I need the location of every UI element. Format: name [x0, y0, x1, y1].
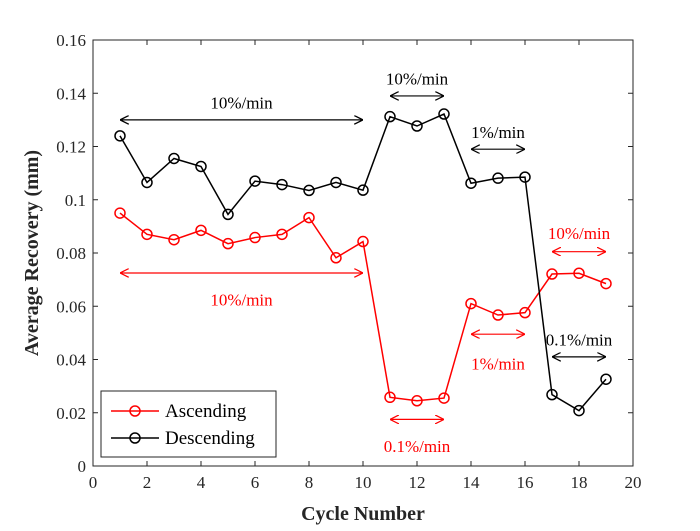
- y-tick-label: 0.14: [56, 84, 86, 103]
- x-axis-title: Cycle Number: [301, 503, 425, 525]
- y-tick-label: 0.04: [56, 351, 86, 370]
- legend-box: [100, 390, 277, 458]
- data-point-ascending: [573, 267, 585, 279]
- data-point-ascending: [438, 392, 450, 404]
- x-tick-label: 2: [143, 473, 152, 492]
- data-point-descending: [357, 184, 369, 196]
- annotations: 10%/min 10%/min 1%/min 0.1%/min 10%/min 0.1%/…: [120, 70, 613, 456]
- x-tick-label: 20: [625, 473, 642, 492]
- series-line-descending: [119, 113, 607, 412]
- data-point-ascending: [411, 395, 423, 407]
- rate-label: 1%/min: [471, 123, 525, 142]
- x-tick-label: 16: [517, 473, 534, 492]
- data-point-ascending: [141, 228, 153, 241]
- rate-label: 1%/min: [471, 354, 525, 373]
- data-point-ascending: [276, 228, 288, 241]
- legend-ascending-marker: [129, 405, 141, 417]
- data-point-descending: [384, 110, 396, 123]
- legend-descending-label: Descending: [165, 428, 255, 449]
- y-tick-label: 0.12: [56, 138, 86, 157]
- data-point-descending: [222, 208, 234, 221]
- data-point-ascending: [330, 252, 342, 264]
- data-point-descending: [465, 177, 477, 189]
- x-tick-label: 0: [89, 473, 98, 492]
- data-point-ascending: [249, 231, 261, 244]
- y-tick-label: 0.02: [56, 404, 86, 423]
- y-axis-title: Average Recovery (mm): [21, 150, 43, 356]
- y-tick-label: 0.06: [56, 297, 86, 316]
- legend: Ascending Descending: [100, 390, 277, 458]
- x-tick-label: 6: [251, 473, 260, 492]
- rate-label: 0.1%/min: [546, 331, 613, 350]
- data-point-ascending: [492, 309, 504, 321]
- data-point-descending: [573, 404, 585, 417]
- legend-descending-marker: [129, 432, 141, 444]
- data-point-descending: [303, 184, 315, 197]
- x-tick-label: 4: [197, 473, 206, 492]
- data-point-descending: [168, 152, 180, 165]
- plot-frame: [92, 39, 634, 467]
- data-point-ascending: [303, 211, 315, 224]
- data-point-descending: [519, 171, 531, 183]
- data-point-descending: [195, 160, 207, 173]
- rate-label: 10%/min: [386, 70, 449, 89]
- data-point-ascending: [384, 391, 396, 404]
- data-point-descending: [546, 388, 558, 401]
- data-point-ascending: [600, 277, 612, 290]
- data-point-descending: [276, 178, 288, 191]
- data-point-descending: [141, 176, 153, 189]
- data-point-ascending: [546, 268, 558, 280]
- x-tick-label: 10: [355, 473, 372, 492]
- series-group: [114, 108, 612, 417]
- data-point-ascending: [465, 297, 477, 310]
- data-point-ascending: [222, 237, 234, 250]
- y-tick-label: 0.08: [56, 244, 86, 263]
- x-tick-label: 14: [463, 473, 481, 492]
- data-point-ascending: [195, 224, 207, 237]
- rate-label: 10%/min: [210, 94, 273, 113]
- data-point-descending: [330, 176, 342, 189]
- data-point-ascending: [357, 235, 369, 248]
- x-tick-label: 12: [409, 473, 426, 492]
- data-point-ascending: [168, 233, 180, 246]
- y-tick-label: 0.1: [65, 191, 86, 210]
- data-point-descending: [249, 175, 261, 187]
- data-point-descending: [411, 120, 423, 132]
- data-point-ascending: [114, 207, 126, 219]
- x-tick-label: 8: [305, 473, 314, 492]
- rate-label: 10%/min: [210, 291, 273, 310]
- x-tick-label: 18: [571, 473, 588, 492]
- y-tick-label: 0: [78, 457, 87, 476]
- data-point-descending: [114, 130, 126, 142]
- series-line-ascending: [119, 212, 607, 402]
- y-tick-label: 0.16: [56, 31, 86, 50]
- data-point-ascending: [519, 306, 531, 319]
- legend-ascending-label: Ascending: [165, 401, 247, 422]
- rate-label: 10%/min: [548, 224, 611, 243]
- data-point-descending: [492, 172, 504, 184]
- axis-ticks: 0 2 4 6 8 10 12 14 16 18 20 0 0.02 0.04 0.06 0.08 0.1 0.1…: [56, 31, 641, 492]
- rate-label: 0.1%/min: [384, 437, 451, 456]
- data-point-descending: [438, 108, 450, 120]
- data-point-descending: [600, 373, 612, 385]
